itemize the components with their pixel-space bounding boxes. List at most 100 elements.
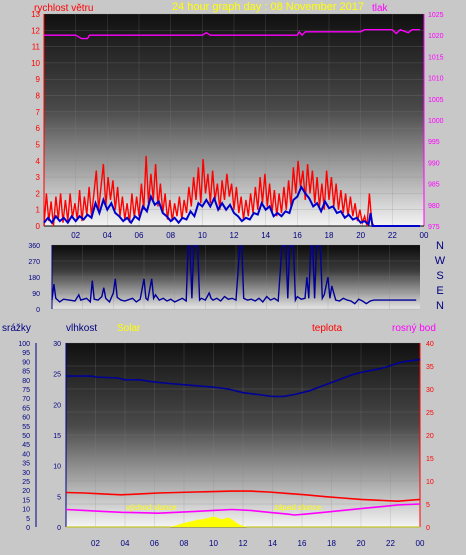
hour-tick-label: 20 [356, 231, 365, 240]
pressure-label: tlak [372, 3, 389, 14]
rain-tick-label: 95 [22, 350, 30, 357]
pressure-tick-label: 995 [428, 139, 440, 146]
gust-series [43, 184, 420, 227]
hour-tick-label: 00 [416, 539, 425, 548]
direction-tick-label: 360 [28, 243, 40, 250]
rain-tick-label: 10 [22, 507, 30, 514]
hour-tick-label: 04 [103, 231, 112, 240]
hour-tick-label: 14 [261, 231, 270, 240]
pressure-tick-label: 1010 [428, 76, 444, 83]
hour-tick-label: 14 [268, 539, 277, 548]
pressure-series [44, 28, 420, 40]
compass-label: W [435, 255, 446, 267]
temp-tick-label: 5 [426, 502, 430, 509]
rain-tick-label: 40 [22, 451, 30, 458]
wind-tick-label: 8 [36, 92, 41, 101]
wind-tick-label: 2 [36, 189, 41, 198]
compass-label: S [436, 270, 443, 282]
compass-label: E [436, 285, 443, 297]
wind-tick-label: 6 [36, 124, 41, 133]
hour-tick-label: 18 [325, 231, 334, 240]
solar-area [66, 516, 420, 528]
pressure-tick-label: 1020 [428, 33, 444, 40]
direction-tick-label: 180 [28, 275, 40, 282]
humidity-temp-series [65, 358, 421, 528]
temperature-series [65, 490, 421, 503]
sunrise-annotation: východ slunce [126, 503, 177, 512]
dewpoint-series [65, 503, 421, 516]
pressure-tick-label: 975 [428, 224, 440, 231]
hour-tick-label: 04 [121, 539, 130, 548]
pressure-tick-label: 1000 [428, 118, 444, 125]
wind-direction-ticks: 0 90 180 270 360 [28, 243, 40, 314]
wind-tick-label: 5 [36, 140, 41, 149]
hour-tick-label: 02 [71, 231, 80, 240]
wind-tick-label: 9 [36, 75, 41, 84]
wind-tick-label: 3 [36, 173, 41, 182]
temp-tick-label: 30 [426, 387, 434, 394]
wind-tick-label: 11 [32, 43, 41, 52]
rain-tick-label: 45 [22, 442, 30, 449]
hour-tick-label: 10 [209, 539, 218, 548]
rain-tick-label: 20 [22, 488, 30, 495]
rain-tick-label: 85 [22, 369, 30, 376]
temperature-label: teplota [312, 323, 342, 334]
humidity-tick-label: 0 [57, 525, 61, 532]
sunset-annotation: západ slunce [274, 503, 322, 512]
rain-label: srážky [2, 323, 31, 334]
temp-tick-label: 20 [426, 433, 434, 440]
dewpoint-label: rosný bod [392, 323, 436, 334]
hour-tick-label: 22 [386, 539, 395, 548]
pressure-tick-label: 1025 [428, 12, 444, 19]
rain-tick-label: 50 [22, 433, 30, 440]
direction-tick-label: 270 [28, 259, 40, 266]
humidity-tick-label: 15 [53, 433, 61, 440]
hour-tick-label: 00 [420, 231, 429, 240]
wind-tick-label: 0 [36, 222, 41, 231]
temp-tick-label: 0 [426, 525, 430, 532]
compass-label: N [436, 240, 444, 252]
rain-tick-label: 5 [26, 516, 30, 523]
rain-tick-label: 60 [22, 415, 30, 422]
rain-tick-label: 100 [18, 341, 30, 348]
wind-pressure-ticks: 0123456789101112139759809859909951000100… [31, 10, 444, 240]
humidity-tick-label: 30 [53, 341, 61, 348]
pressure-tick-label: 985 [428, 182, 440, 189]
humidity-tick-label: 20 [53, 402, 61, 409]
hour-tick-label: 10 [198, 231, 207, 240]
humidity-temp-ticks: 0510152025303540051015202530354045505560… [18, 341, 434, 548]
rain-tick-label: 70 [22, 396, 30, 403]
rain-tick-label: 0 [26, 525, 30, 532]
rain-tick-label: 55 [22, 424, 30, 431]
temp-tick-label: 15 [426, 456, 434, 463]
direction-tick-label: 0 [36, 307, 40, 314]
hour-tick-label: 12 [230, 231, 239, 240]
rain-tick-label: 30 [22, 470, 30, 477]
wind-tick-label: 13 [31, 10, 40, 19]
rain-tick-label: 65 [22, 405, 30, 412]
humidity-temp-grid [66, 342, 421, 528]
hour-tick-label: 08 [166, 231, 175, 240]
graph-title: 24 hour graph day : 08 November 2017 [172, 1, 364, 13]
humidity-label: vlhkost [66, 323, 97, 334]
temp-tick-label: 25 [426, 410, 434, 417]
temp-tick-label: 35 [426, 364, 434, 371]
solar-label: Solar [117, 323, 141, 334]
hour-tick-label: 02 [91, 539, 100, 548]
humidity-temp-plot-area [66, 343, 420, 527]
hour-tick-label: 12 [239, 539, 248, 548]
hour-tick-label: 06 [135, 231, 144, 240]
humidity-tick-label: 5 [57, 494, 61, 501]
hour-tick-label: 22 [388, 231, 397, 240]
wind-tick-label: 12 [31, 26, 40, 35]
rain-tick-label: 75 [22, 387, 30, 394]
wind-pressure-series [43, 28, 420, 227]
hour-tick-label: 16 [293, 231, 302, 240]
wind-tick-label: 7 [36, 108, 41, 117]
pressure-tick-label: 980 [428, 203, 440, 210]
temp-tick-label: 10 [426, 479, 434, 486]
pressure-tick-label: 1005 [428, 97, 444, 104]
